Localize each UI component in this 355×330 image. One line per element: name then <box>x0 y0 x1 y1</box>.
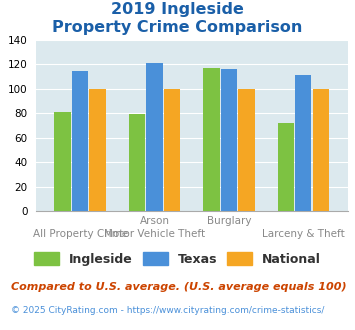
Bar <box>278 123 294 211</box>
Bar <box>221 69 237 211</box>
Bar <box>164 89 180 211</box>
Bar <box>203 68 220 211</box>
Bar <box>129 115 145 211</box>
Text: Compared to U.S. average. (U.S. average equals 100): Compared to U.S. average. (U.S. average … <box>11 282 346 292</box>
Bar <box>54 112 71 211</box>
Text: 2019 Ingleside: 2019 Ingleside <box>111 2 244 16</box>
Bar <box>89 89 106 211</box>
Text: Property Crime Comparison: Property Crime Comparison <box>52 20 303 35</box>
Text: Arson: Arson <box>140 216 169 226</box>
Text: Burglary: Burglary <box>207 216 251 226</box>
Bar <box>295 75 311 211</box>
Legend: Ingleside, Texas, National: Ingleside, Texas, National <box>29 247 326 271</box>
Text: Motor Vehicle Theft: Motor Vehicle Theft <box>104 229 205 239</box>
Bar <box>146 63 163 211</box>
Bar <box>72 72 88 211</box>
Text: Larceny & Theft: Larceny & Theft <box>262 229 345 239</box>
Text: All Property Crime: All Property Crime <box>33 229 128 239</box>
Bar <box>312 89 329 211</box>
Bar <box>238 89 255 211</box>
Text: © 2025 CityRating.com - https://www.cityrating.com/crime-statistics/: © 2025 CityRating.com - https://www.city… <box>11 306 324 315</box>
